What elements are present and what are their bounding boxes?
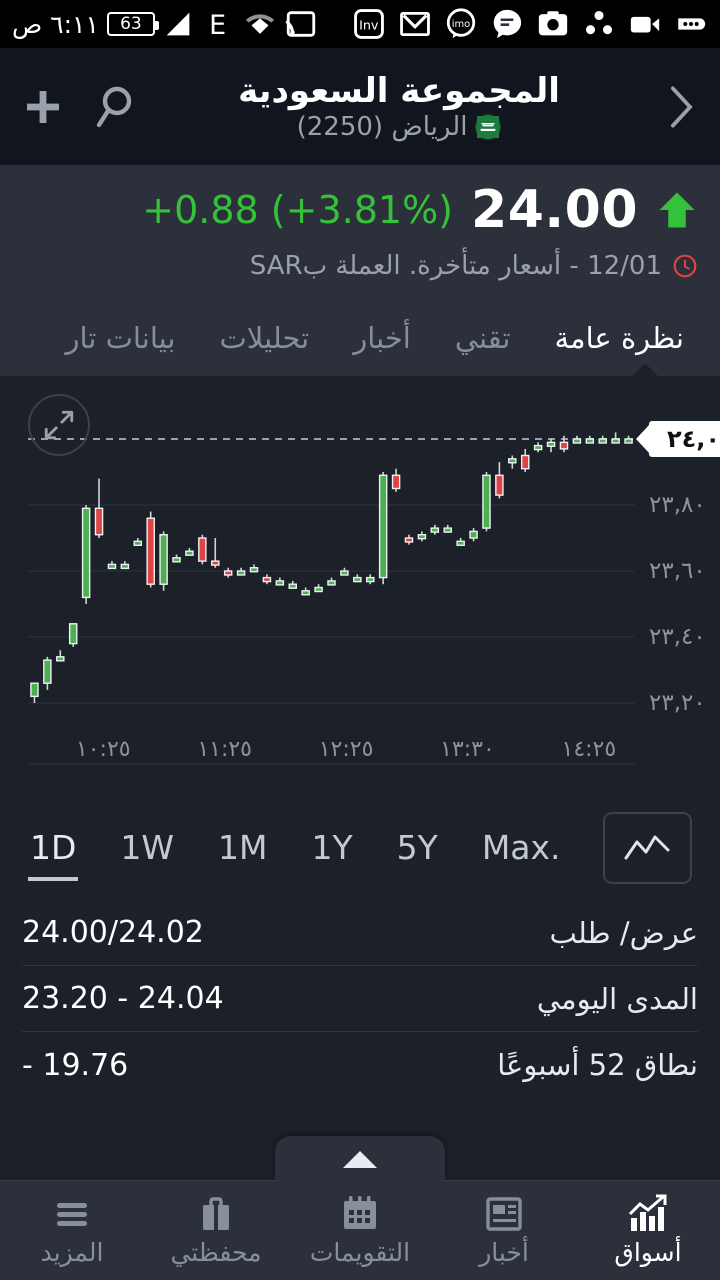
add-to-watchlist-button[interactable] <box>14 78 72 136</box>
range-1m[interactable]: 1M <box>218 828 268 867</box>
search-button[interactable] <box>86 78 144 136</box>
saudi-flag-icon <box>475 113 502 140</box>
hamburger-menu-icon <box>50 1194 94 1234</box>
last-price: 24.00 <box>471 180 638 240</box>
tab-news[interactable]: أخبار <box>353 321 411 355</box>
bottom-drawer-handle[interactable] <box>275 1136 445 1180</box>
clock-icon <box>672 253 698 279</box>
calendar-icon <box>338 1194 382 1234</box>
bottom-navigation: أسواق أخبار التقويمات محفظتي المزيد <box>0 1180 720 1280</box>
active-tab-indicator <box>632 363 658 376</box>
key-statistics: عرض/ طلب 24.00/24.02 المدى اليومي 23.20 … <box>0 900 720 1098</box>
arrow-up-icon <box>656 189 698 231</box>
stat-value-bid-ask: 24.00/24.02 <box>22 915 204 950</box>
news-icon <box>482 1194 526 1234</box>
quote-note: 12/01 - أسعار متأخرة. العملة بSAR <box>249 251 662 281</box>
e-network-icon: E <box>202 7 236 41</box>
y-axis-tick: ٢٣,٨٠ <box>649 492 706 518</box>
header-subtitle-text: الرياض (2250) <box>296 111 468 142</box>
price-change: +0.88 (+3.81%) <box>142 188 454 232</box>
wifi-icon <box>243 7 277 41</box>
nav-label-calendars: التقويمات <box>309 1237 411 1267</box>
app-header: المجموعة السعودية الرياض (2250) <box>0 48 720 165</box>
stat-label-daily-range: المدى اليومي <box>536 981 698 1016</box>
markets-chart-icon <box>626 1194 670 1234</box>
tab-historical-data[interactable]: بيانات تار <box>65 321 176 355</box>
y-axis-tick: ٢٣,٢٠ <box>649 690 706 716</box>
nav-item-markets[interactable]: أسواق <box>576 1194 720 1268</box>
stat-label-bid-ask: عرض/ طلب <box>549 915 698 950</box>
nav-item-more[interactable]: المزيد <box>0 1194 144 1268</box>
gmail-icon <box>398 7 432 41</box>
candlestick-canvas <box>28 432 635 765</box>
cast-icon <box>284 7 318 41</box>
stat-label-52w-range: نطاق 52 أسبوعًا <box>497 1048 698 1082</box>
status-time: ٦:١١ ص <box>12 9 99 39</box>
nav-label-more: المزيد <box>40 1237 104 1267</box>
nav-label-portfolio: محفظتي <box>170 1237 262 1267</box>
range-1y[interactable]: 1Y <box>311 828 353 867</box>
nav-label-news: أخبار <box>479 1237 529 1267</box>
svg-text:imo: imo <box>452 19 470 30</box>
y-axis-tick: ٢٣,٦٠ <box>649 558 706 584</box>
plus-icon <box>27 90 59 123</box>
investing-app-icon: Inv <box>352 7 386 41</box>
more-icon <box>674 7 708 41</box>
stat-value-daily-range: 23.20 - 24.04 <box>22 981 224 1016</box>
x-axis-tick: ١٢:٢٥ <box>318 737 374 762</box>
nav-item-portfolio[interactable]: محفظتي <box>144 1194 288 1268</box>
expand-chart-button[interactable] <box>28 394 90 456</box>
table-row: المدى اليومي 23.20 - 24.04 <box>22 966 698 1032</box>
quote-summary: 24.00 +0.88 (+3.81%) 12/01 - أسعار متأخر… <box>0 165 720 301</box>
range-max[interactable]: Max. <box>481 828 561 867</box>
portfolio-briefcase-icon <box>194 1194 238 1234</box>
svg-text:Inv: Inv <box>359 19 379 34</box>
x-axis-tick: ١٣:٣٠ <box>440 737 495 762</box>
stat-value-52w-range: - 19.76 <box>22 1047 129 1083</box>
tab-technical[interactable]: تقني <box>454 321 511 355</box>
nav-label-markets: أسواق <box>614 1237 682 1267</box>
battery-indicator: 63 <box>106 12 159 36</box>
line-chart-icon <box>624 835 670 860</box>
header-subtitle: الرياض (2250) <box>150 111 648 143</box>
range-1d[interactable]: 1D <box>28 823 79 881</box>
search-icon <box>96 86 132 127</box>
chevron-right-icon <box>670 85 693 128</box>
quote-note-row: 12/01 - أسعار متأخرة. العملة بSAR <box>22 251 698 281</box>
chat-icon <box>490 7 524 41</box>
header-title-block: المجموعة السعودية الرياض (2250) <box>144 71 654 143</box>
video-camera-icon <box>628 7 662 41</box>
tab-overview[interactable]: نظرة عامة <box>554 321 685 355</box>
x-axis-tick: ١٤:٢٥ <box>561 737 617 762</box>
expand-icon <box>44 410 74 440</box>
table-row: عرض/ طلب 24.00/24.02 <box>22 900 698 966</box>
share-icon <box>582 7 616 41</box>
timeframe-selector: 1D 1W 1M 1Y 5Y Max. <box>0 796 720 900</box>
table-row: نطاق 52 أسبوعًا - 19.76 <box>22 1032 698 1098</box>
range-1w[interactable]: 1W <box>120 828 175 867</box>
tab-analysis[interactable]: تحليلات <box>219 321 310 355</box>
page-title: المجموعة السعودية <box>238 70 560 111</box>
last-price-tag: ٢٤,٠٠ <box>649 421 720 457</box>
price-chart[interactable]: ٢٤,٠٠ ٢٣,٢٠ ٢٣,٤٠ ٢٣,٦٠ ٢٣,٨٠ ١٠:٢٥ ١١:٢٥ ١٢:… <box>0 376 720 796</box>
y-axis-tick: ٢٣,٤٠ <box>649 624 706 650</box>
chart-type-button[interactable] <box>602 812 692 884</box>
range-5y[interactable]: 5Y <box>396 828 438 867</box>
section-tabs: نظرة عامة تقني أخبار تحليلات بيانات تار <box>0 301 720 376</box>
imo-icon: imo <box>444 7 478 41</box>
x-axis-tick: ١٠:٢٥ <box>75 737 131 762</box>
x-axis-tick: ١١:٢٥ <box>197 737 252 762</box>
header-actions <box>14 78 144 136</box>
camera-icon <box>536 7 570 41</box>
nav-item-news[interactable]: أخبار <box>432 1194 576 1268</box>
svg-text:E: E <box>209 10 226 41</box>
signal-icon <box>161 7 195 41</box>
nav-item-calendars[interactable]: التقويمات <box>288 1194 432 1268</box>
status-bar: ٦:١١ ص 63 E Inv imo <box>0 0 720 48</box>
triangle-up-icon <box>343 1151 377 1168</box>
next-symbol-button[interactable] <box>654 78 706 136</box>
